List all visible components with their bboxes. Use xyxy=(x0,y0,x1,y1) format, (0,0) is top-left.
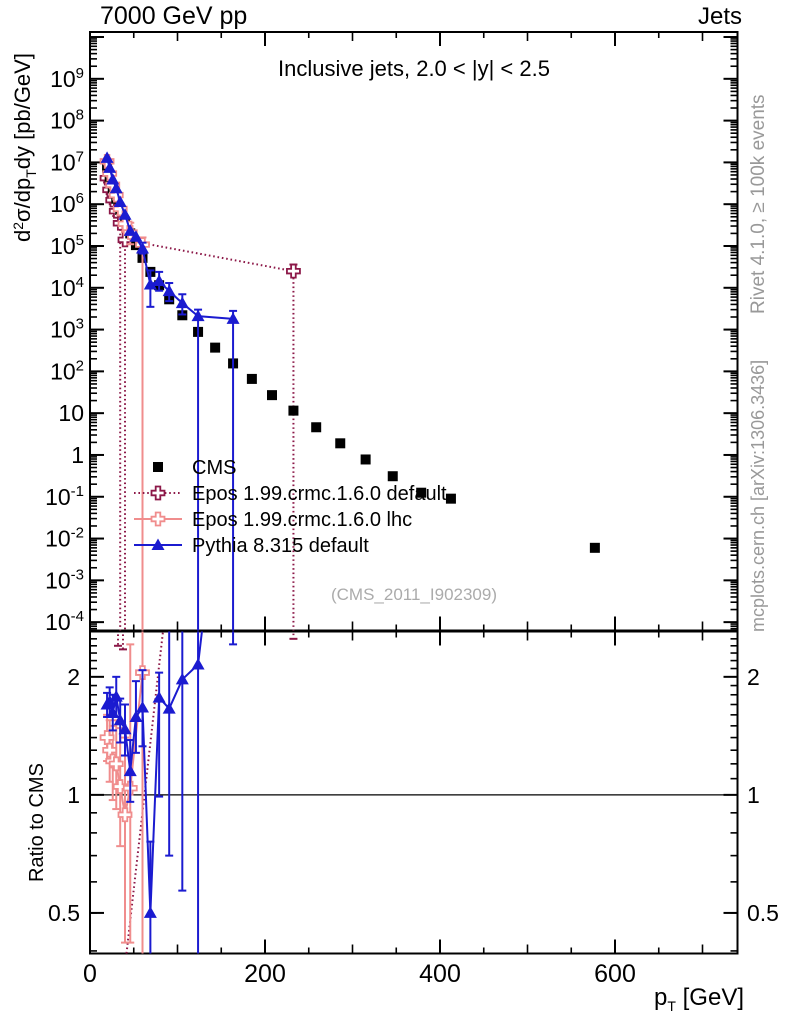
ratio-axis-title: Ratio to CMS xyxy=(26,763,48,882)
legend-row-epos_default: Epos 1.99.crmc.1.6.0 default xyxy=(134,483,447,505)
series-ratio-epos_lhc xyxy=(99,631,150,954)
ratio-tick-label-left: 0.5 xyxy=(48,900,80,926)
y-title-mid: σ/dp xyxy=(10,177,35,222)
x-tick-label: 0 xyxy=(83,960,97,988)
y-tick-label: 102 xyxy=(50,357,84,384)
x-tick-label: 400 xyxy=(419,960,461,988)
ratio-tick-label-left: 2 xyxy=(67,664,80,690)
legend-label: Epos 1.99.crmc.1.6.0 default xyxy=(192,483,447,505)
ratio-tick-label-right: 0.5 xyxy=(747,900,779,926)
ratio-tick-label-right: 2 xyxy=(747,664,760,690)
mcplots-site-caption: mcplots.cern.ch [arXiv:1306.3436] xyxy=(748,359,768,632)
process-title: Jets xyxy=(697,3,742,30)
y-tick-label: 10-1 xyxy=(45,483,84,510)
beam-energy-title: 7000 GeV pp xyxy=(100,2,248,30)
series-ratio-pythia xyxy=(100,631,238,954)
series-ratio-epos_default xyxy=(114,631,298,954)
x-title-base: p xyxy=(654,984,668,1011)
x-axis-title: pT [GeV] xyxy=(654,984,744,1014)
legend: CMS Epos 1.99.crmc.1.6.0 default Epos 1.99… xyxy=(134,457,447,557)
y-title-subscript: T xyxy=(23,169,39,178)
y-title-d: d xyxy=(10,229,35,242)
ratio-panel-series xyxy=(99,631,298,954)
legend-label: Pythia 8.315 default xyxy=(192,535,369,557)
x-tick-label: 600 xyxy=(594,960,636,988)
y-title-exponent: 2 xyxy=(10,221,26,230)
legend-row-cms: CMS xyxy=(153,457,236,479)
y-tick-label: 108 xyxy=(50,107,84,134)
ratio-tick-label-right: 1 xyxy=(747,782,760,808)
axis-ticks xyxy=(89,32,738,954)
observable-annotation: Inclusive jets, 2.0 < |y| < 2.5 xyxy=(278,56,550,81)
y-tick-label: 106 xyxy=(50,190,84,217)
main-panel-series xyxy=(99,151,600,631)
y-tick-label: 107 xyxy=(50,148,84,175)
y-tick-label: 103 xyxy=(50,316,84,343)
y-tick-label: 1 xyxy=(71,442,84,468)
y-tick-label: 10-3 xyxy=(45,566,84,593)
x-tick-label: 200 xyxy=(244,960,286,988)
analysis-id-watermark: (CMS_2011_I902309) xyxy=(330,585,497,604)
y-tick-label: 10-4 xyxy=(45,608,84,635)
y-tick-label: 109 xyxy=(50,65,84,92)
y-tick-label: 105 xyxy=(50,232,84,259)
y-title-rest: dy [pb/GeV] xyxy=(10,53,35,170)
x-title-rest: [GeV] xyxy=(675,984,744,1011)
x-title-subscript: T xyxy=(667,998,676,1014)
series-main-pythia xyxy=(100,151,240,631)
legend-row-pythia: Pythia 8.315 default xyxy=(134,535,369,557)
rivet-version-caption: Rivet 4.1.0, ≥ 100k events xyxy=(748,94,769,314)
legend-label: Epos 1.99.crmc.1.6.0 lhc xyxy=(192,509,412,531)
y-axis-title: d2σ/dpTdy [pb/GeV] xyxy=(10,53,39,242)
y-tick-label: 10-2 xyxy=(45,525,84,552)
y-tick-label: 104 xyxy=(50,274,84,301)
legend-label: CMS xyxy=(192,457,236,479)
ratio-tick-label-left: 1 xyxy=(67,782,80,808)
y-tick-label: 10 xyxy=(58,400,84,426)
legend-row-epos_lhc: Epos 1.99.crmc.1.6.0 lhc xyxy=(134,509,412,531)
